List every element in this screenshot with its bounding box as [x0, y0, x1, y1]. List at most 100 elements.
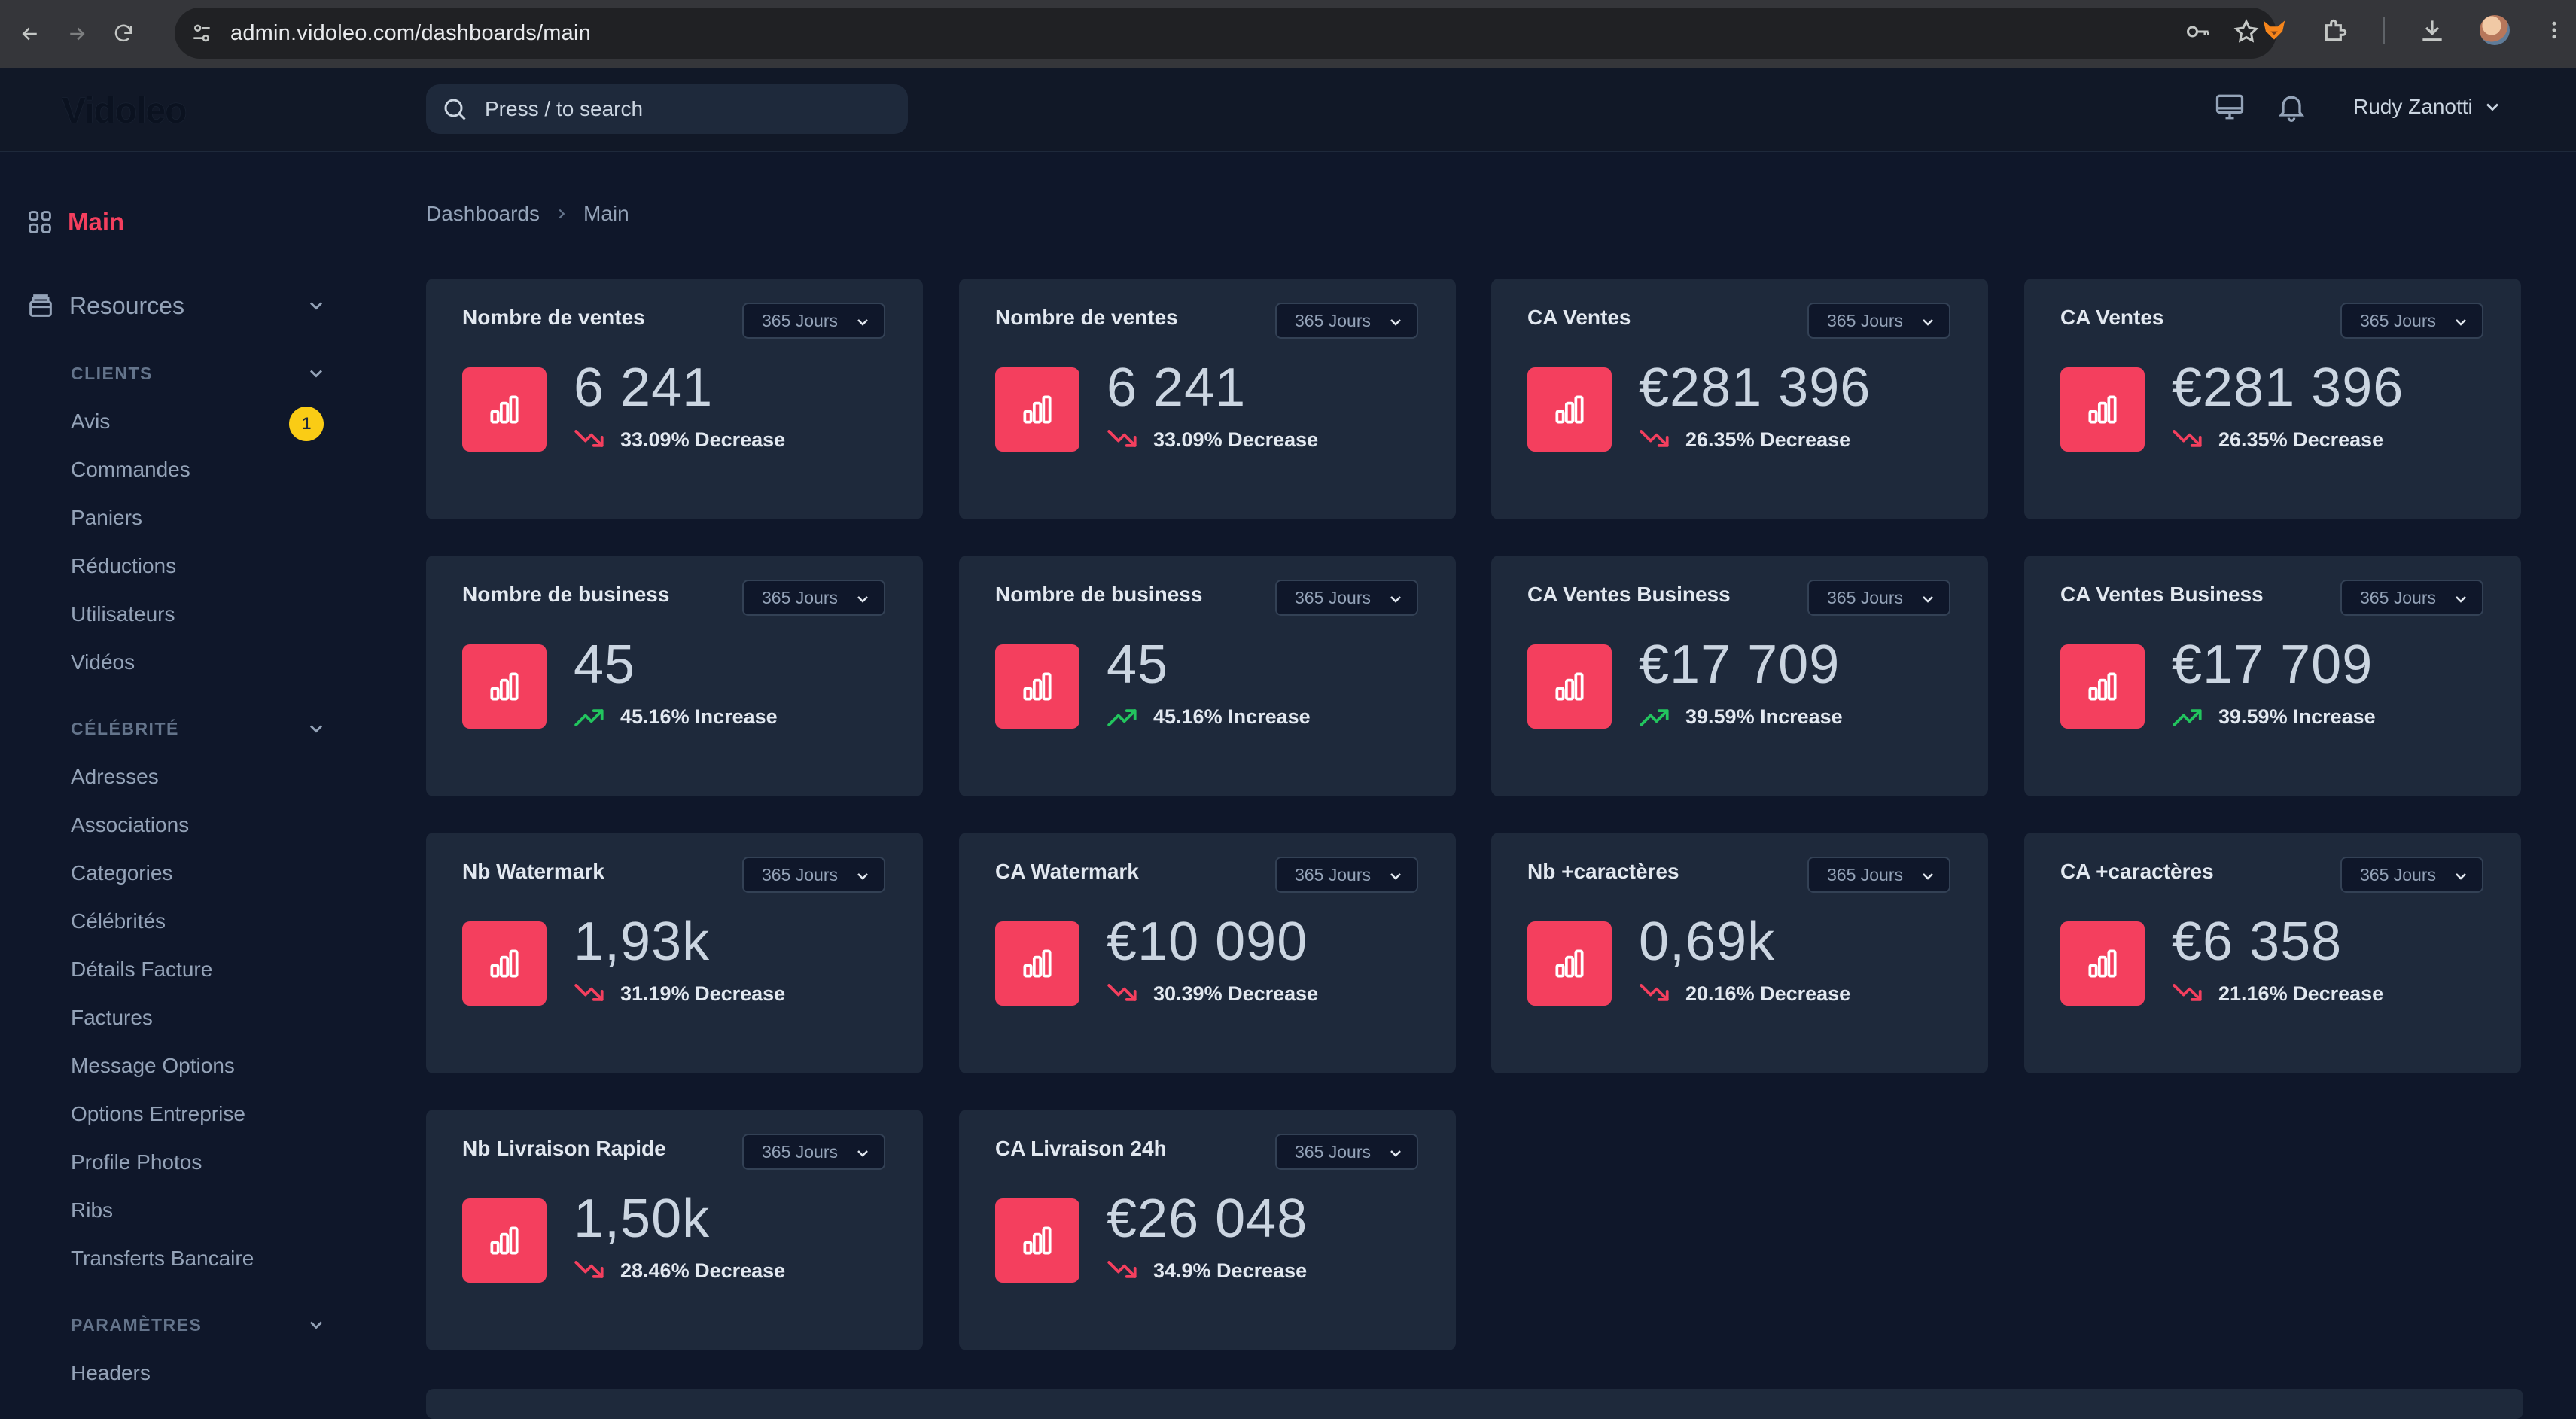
sidebar-item-celebrites[interactable]: Célébrités	[71, 909, 166, 933]
profile-avatar[interactable]	[2480, 15, 2510, 45]
sidebar-item-videos[interactable]: Vidéos	[71, 650, 135, 674]
card-trend: 30.39% Decrease	[1107, 980, 1318, 1007]
range-select-value: 365 Jours	[1295, 864, 1372, 885]
sidebar-item-categories[interactable]: Categories	[71, 861, 173, 885]
range-select-value: 365 Jours	[762, 864, 839, 885]
card-title: Nb Watermark	[462, 860, 604, 883]
range-select[interactable]: 365 Jours	[742, 580, 885, 616]
range-select-value: 365 Jours	[2360, 310, 2437, 330]
chart-bar-icon-box	[2060, 921, 2145, 1006]
trending-up-icon	[1640, 709, 1669, 726]
breadcrumb-root[interactable]: Dashboards	[426, 202, 540, 225]
range-select[interactable]: 365 Jours	[1275, 303, 1418, 339]
card-value: €6 358	[2172, 912, 2343, 972]
key-icon[interactable]	[2185, 18, 2212, 45]
search-input[interactable]	[483, 96, 878, 122]
sidebar-item-adresses[interactable]: Adresses	[71, 765, 159, 788]
chart-bar-icon	[490, 1226, 519, 1255]
sidebar-item-resources[interactable]: Resources	[26, 291, 327, 321]
range-select[interactable]: 365 Jours	[1275, 580, 1418, 616]
card-trend-text: 33.09% Decrease	[1153, 428, 1319, 451]
sidebar-item-utilisateurs[interactable]: Utilisateurs	[71, 602, 175, 626]
range-select[interactable]: 365 Jours	[1275, 857, 1418, 893]
range-select[interactable]: 365 Jours	[1807, 580, 1950, 616]
bell-icon[interactable]	[2275, 90, 2308, 123]
more-vert-icon[interactable]	[2543, 16, 2565, 44]
forward-button[interactable]	[60, 17, 93, 50]
trending-down-icon	[1107, 984, 1137, 1001]
chart-bar-icon	[490, 949, 519, 978]
sidebar-item-details-facture[interactable]: Détails Facture	[71, 958, 213, 981]
sidebar-item-main[interactable]: Main	[26, 208, 124, 236]
range-select[interactable]: 365 Jours	[2340, 857, 2483, 893]
metric-card-6: CA Ventes Business 365 Jours €17 709 39.…	[1491, 556, 1988, 796]
section-parametres[interactable]: PARAMÈTRES	[71, 1314, 327, 1335]
range-select-value: 365 Jours	[1295, 587, 1372, 607]
metric-card-8: Nb Watermark 365 Jours 1,93k 31.19% Decr…	[426, 833, 923, 1073]
sidebar-item-reductions[interactable]: Réductions	[71, 554, 177, 577]
range-select[interactable]: 365 Jours	[742, 857, 885, 893]
range-select[interactable]: 365 Jours	[1807, 303, 1950, 339]
sidebar-item-associations[interactable]: Associations	[71, 813, 190, 836]
desktop-icon[interactable]	[2213, 90, 2246, 123]
section-celebrite[interactable]: CÉLÉBRITÉ	[71, 718, 327, 739]
sidebar-item-options-entreprise[interactable]: Options Entreprise	[71, 1102, 245, 1125]
chart-bar-icon	[1023, 1226, 1052, 1255]
chevron-down-icon	[309, 302, 323, 310]
range-select[interactable]: 365 Jours	[742, 303, 885, 339]
chevron-down-icon	[1390, 596, 1401, 603]
card-trend: 39.59% Increase	[1639, 703, 1843, 730]
download-icon[interactable]	[2418, 16, 2447, 44]
reload-button[interactable]	[107, 17, 140, 50]
fox-extension-icon[interactable]	[2260, 16, 2288, 44]
range-select[interactable]: 365 Jours	[1807, 857, 1950, 893]
range-select-value: 365 Jours	[762, 1141, 839, 1162]
card-value: 6 241	[574, 358, 714, 418]
trending-down-icon	[1107, 430, 1137, 447]
range-select[interactable]: 365 Jours	[1275, 1134, 1418, 1170]
url-text[interactable]: admin.vidoleo.com/dashboards/main	[230, 20, 591, 45]
chart-bar-icon	[1555, 672, 1584, 701]
sidebar-item-paniers[interactable]: Paniers	[71, 506, 142, 529]
card-title: Nb +caractères	[1527, 860, 1679, 883]
back-button[interactable]	[14, 17, 47, 50]
chart-bar-icon	[490, 672, 519, 701]
chevron-down-icon	[2486, 103, 2498, 111]
user-menu[interactable]: Rudy Zanotti	[2353, 95, 2503, 119]
card-trend: 26.35% Decrease	[2172, 426, 2383, 453]
chevron-down-icon	[1390, 873, 1401, 880]
global-search[interactable]	[426, 84, 908, 134]
site-settings-icon[interactable]	[190, 21, 214, 45]
sidebar-item-commandes[interactable]: Commandes	[71, 458, 190, 481]
card-value: €17 709	[2172, 635, 2374, 695]
chevron-down-icon	[2456, 873, 2466, 880]
sidebar-item-headers[interactable]: Headers	[71, 1361, 151, 1384]
range-select[interactable]: 365 Jours	[2340, 580, 2483, 616]
trending-down-icon	[1107, 1261, 1137, 1278]
card-value: 45	[1107, 635, 1169, 695]
card-trend: 21.16% Decrease	[2172, 980, 2383, 1007]
card-title: Nombre de ventes	[462, 306, 645, 329]
metric-card-10: Nb +caractères 365 Jours 0,69k 20.16% De…	[1491, 833, 1988, 1073]
sidebar-item-avis[interactable]: Avis	[71, 410, 111, 433]
chevron-down-icon	[1923, 596, 1933, 603]
sidebar-item-factures[interactable]: Factures	[71, 1006, 153, 1029]
metric-card-11: CA +caractères 365 Jours €6 358 21.16% D…	[2024, 833, 2521, 1073]
card-trend: 34.9% Decrease	[1107, 1257, 1307, 1284]
sidebar-item-profile-photos[interactable]: Profile Photos	[71, 1150, 202, 1174]
section-clients[interactable]: CLIENTS	[71, 363, 327, 384]
extensions-puzzle-icon[interactable]	[2322, 16, 2350, 44]
app-logo[interactable]: Vidoleo	[62, 91, 187, 131]
range-select[interactable]: 365 Jours	[2340, 303, 2483, 339]
star-icon[interactable]	[2233, 18, 2260, 45]
card-title: CA Ventes	[2060, 306, 2164, 329]
sidebar-item-message-options[interactable]: Message Options	[71, 1054, 235, 1077]
chart-bar-icon	[1555, 395, 1584, 424]
metric-card-0: Nombre de ventes 365 Jours 6 241 33.09% …	[426, 279, 923, 519]
address-bar[interactable]: admin.vidoleo.com/dashboards/main	[175, 8, 2276, 59]
card-title: Nombre de business	[462, 583, 670, 606]
range-select[interactable]: 365 Jours	[742, 1134, 885, 1170]
sidebar-item-transferts-bancaire[interactable]: Transferts Bancaire	[71, 1247, 254, 1270]
sidebar-item-ribs[interactable]: Ribs	[71, 1198, 114, 1222]
chevron-down-icon	[1390, 1150, 1401, 1157]
